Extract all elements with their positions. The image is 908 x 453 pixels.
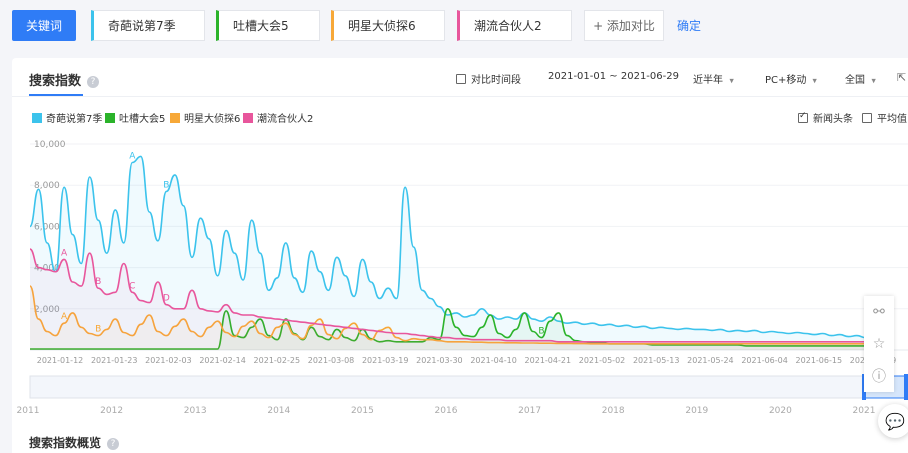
x-tick-label: 2021-05-02 [579,356,626,365]
x-tick-label: 2021-01-12 [37,356,84,365]
brush-year-label: 2014 [267,406,290,416]
y-tick-label: 2,000 [34,305,60,315]
add-compare-button[interactable]: + 添加对比 [584,10,664,41]
x-tick-label: 2021-03-30 [416,356,463,365]
keyword-box-4[interactable]: 潮流合伙人2 [457,10,572,41]
search-index-panel: 搜索指数? 对比时间段 2021-01-01 ~ 2021-06-29 近半年 ▼… [12,58,908,453]
search-index-chart[interactable]: 10,000 8,000 6,000 4,000 2,000 2021-01-12 2021… [12,58,908,453]
legend-item-1[interactable]: 奇葩说第7季 [32,110,102,125]
star-icon[interactable]: ☆ [872,336,886,352]
help-icon[interactable]: ? [87,76,100,88]
checkbox-icon [456,74,466,84]
brush-year-label: 2016 [435,406,458,416]
confirm-button[interactable]: 确定 [677,19,702,33]
export-icon[interactable]: ⇱ [897,71,907,84]
x-tick-label: 2021-02-25 [254,356,301,365]
series-area-3 [30,286,874,350]
x-tick-label: 2021-01-23 [91,356,138,365]
caret-down-icon: ▼ [729,77,734,85]
legend-swatch [170,112,180,123]
help-circle-icon[interactable]: ⓘ [872,369,886,385]
series-line-3 [29,285,874,345]
checkbox-checked-icon [798,111,808,123]
x-tick-label: 2021-06-04 [741,356,788,365]
overview-title: 搜索指数概览? [29,434,120,451]
chat-icon[interactable]: 💬 [878,404,908,438]
brush-year-label: 2012 [100,406,123,416]
series-area-2 [30,308,874,350]
caret-down-icon: ▼ [812,77,818,85]
share-icon[interactable]: ⚯ [873,304,885,320]
legend-item-2[interactable]: 吐槽大会5 [105,110,165,125]
brush-year-label: 2013 [184,406,207,416]
news-headline-toggle[interactable]: 新闻头条 [798,110,853,125]
divider [12,96,908,97]
period-select[interactable]: 近半年 ▼ [693,75,734,86]
legend-swatch [105,112,115,123]
brush-year-label: 2015 [351,406,374,416]
brush-year-label: 2018 [602,406,625,416]
x-tick-label: 2021-02-03 [145,356,192,365]
side-toolbar: ⚯ ☆ ⓘ [864,296,894,392]
y-tick-label: 10,000 [34,140,66,150]
date-range-picker[interactable]: 2021-01-01 ~ 2021-06-29 [548,71,679,82]
region-select[interactable]: 全国 ▼ [845,75,876,86]
brush-year-label: 2021 [853,406,876,416]
range-slider-track [29,375,908,399]
x-tick-label: 2021-04-21 [525,356,572,365]
series-line-4 [29,248,874,343]
average-toggle[interactable]: 平均值 [862,110,907,125]
panel-title: 搜索指数? [29,70,100,89]
x-tick-label: 2021-06-15 [796,356,843,365]
series-line-2 [29,307,874,350]
help-icon[interactable]: ? [107,438,120,450]
range-slider-handle [904,374,908,400]
x-tick-label: 2021-02-14 [199,356,246,365]
x-tick-label: 2021-03-08 [308,356,355,365]
series-line-1 [29,155,874,339]
legend-swatch [243,112,253,123]
series-area-1 [30,156,874,350]
caret-down-icon: ▼ [871,77,876,85]
annotation-label: A [61,248,68,258]
brush-year-label: 2011 [17,406,40,416]
series-area-4 [30,249,874,350]
annotation-label: B [95,325,101,335]
x-tick-label: 2021-04-10 [470,356,517,365]
annotation-label: B [538,327,544,337]
annotation-label: A [61,312,68,322]
keyword-button[interactable]: 关键词 [12,10,76,41]
annotation-label: B [95,277,101,287]
device-select[interactable]: PC+移动 ▼ [765,75,818,86]
keyword-box-3[interactable]: 明星大侦探6 [331,10,445,41]
y-tick-label: 8,000 [34,181,60,191]
brush-year-label: 2017 [518,406,541,416]
x-tick-label: 2021-05-24 [687,356,734,365]
legend-item-3[interactable]: 明星大侦探6 [170,110,240,125]
annotation-label: C [129,281,135,291]
legend-swatch [32,112,42,123]
keyword-bar: 关键词 奇葩说第7季 吐槽大会5 明星大侦探6 潮流合伙人2 + 添加对比 确定 [0,0,908,52]
keyword-box-1[interactable]: 奇葩说第7季 [91,10,205,41]
annotation-label: B [163,180,169,190]
title-underline [29,94,83,96]
y-tick-label: 6,000 [34,222,60,232]
x-tick-label: 2021-03-19 [362,356,409,365]
y-tick-label: 4,000 [34,264,60,274]
compare-period-toggle[interactable]: 对比时间段 [456,71,521,86]
annotation-label: D [163,294,170,304]
keyword-box-2[interactable]: 吐槽大会5 [216,10,320,41]
x-tick-label: 2021-05-13 [633,356,680,365]
brush-year-label: 2020 [769,406,792,416]
checkbox-icon [862,112,872,123]
legend-item-4[interactable]: 潮流合伙人2 [243,110,313,125]
annotation-label: A [129,152,136,162]
brush-year-label: 2019 [685,406,708,416]
